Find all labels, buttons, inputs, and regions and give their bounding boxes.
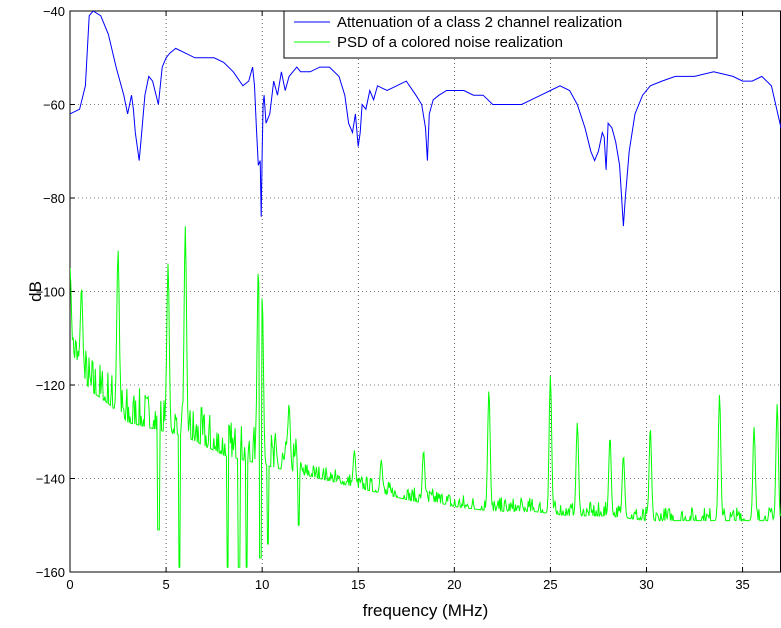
axis-ticks: 0 5 10 15 20 25 30 35 −160 −140 −120 −100 −80 −60 −40 <box>36 4 750 592</box>
y-axis-label: dB <box>26 281 45 302</box>
series-layer <box>70 11 781 568</box>
x-tick-label: 35 <box>735 577 749 592</box>
x-tick-label: 0 <box>66 577 73 592</box>
y-tick-label: −160 <box>36 565 65 580</box>
series-psd-line <box>70 226 781 568</box>
x-tick-label: 20 <box>447 577 461 592</box>
y-tick-label: −60 <box>43 98 65 113</box>
legend: Attenuation of a class 2 channel realiza… <box>283 10 718 59</box>
legend-box <box>283 10 718 59</box>
x-tick-label: 15 <box>351 577 365 592</box>
x-tick-label: 30 <box>639 577 653 592</box>
x-tick-label: 5 <box>162 577 169 592</box>
x-tick-label: 25 <box>543 577 557 592</box>
y-tick-label: −120 <box>36 378 65 393</box>
y-tick-label: −80 <box>43 191 65 206</box>
x-axis-label: frequency (MHz) <box>363 601 489 620</box>
x-tick-label: 10 <box>255 577 269 592</box>
y-tick-label: −40 <box>43 4 65 19</box>
y-tick-label: −140 <box>36 472 65 487</box>
grid-lines <box>70 11 781 572</box>
legend-label-psd: PSD of a colored noise realization <box>337 34 563 51</box>
legend-label-attenuation: Attenuation of a class 2 channel realiza… <box>337 14 622 31</box>
y-tick-label: −100 <box>36 285 65 300</box>
series-attenuation-line <box>70 11 781 227</box>
